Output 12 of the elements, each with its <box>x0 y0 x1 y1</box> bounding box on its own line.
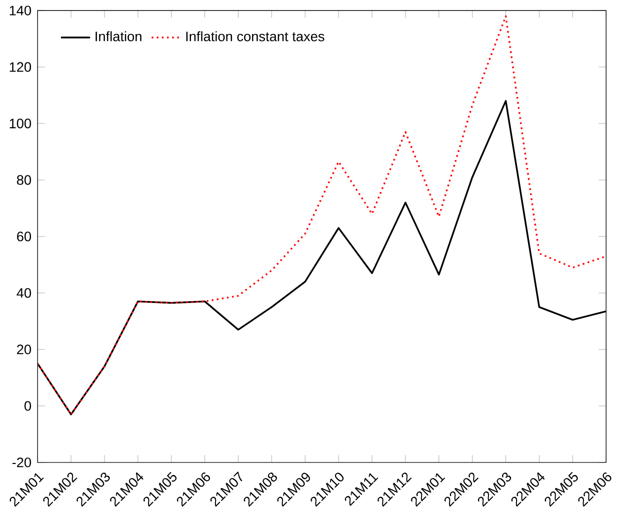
y-tick-label: 100 <box>10 118 32 128</box>
y-tick-label: -20 <box>12 457 32 468</box>
line-series <box>38 15 606 416</box>
y-tick-label: 120 <box>10 62 32 72</box>
legend-label: Inflation constant taxes <box>186 31 324 42</box>
legend-label: Inflation <box>96 31 142 42</box>
y-tick-label: 40 <box>16 288 32 298</box>
y-tick-label: 140 <box>10 6 32 16</box>
y-tick-label: 60 <box>17 231 32 242</box>
y-tick-label: 0 <box>24 400 32 411</box>
y-tick-label: 80 <box>16 174 32 185</box>
y-tick-label: 20 <box>17 344 32 354</box>
